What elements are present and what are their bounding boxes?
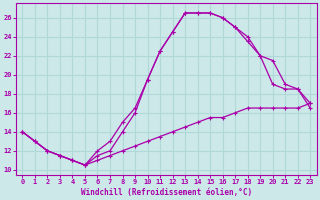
X-axis label: Windchill (Refroidissement éolien,°C): Windchill (Refroidissement éolien,°C) bbox=[81, 188, 252, 197]
